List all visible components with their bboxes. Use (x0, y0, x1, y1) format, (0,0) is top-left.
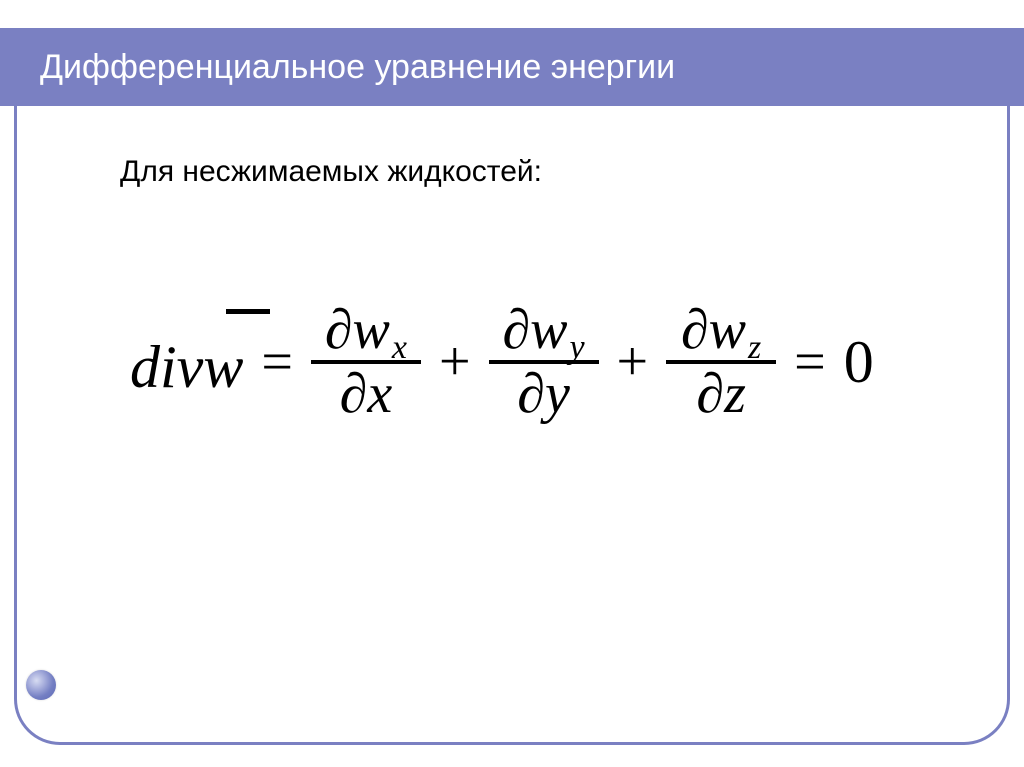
title-bar: Дифференциальное уравнение энергии (0, 28, 1024, 106)
fraction-3: ∂wz ∂z (666, 300, 776, 424)
fraction-2: ∂wy ∂y (489, 300, 599, 424)
plus-sign-2: + (613, 330, 653, 394)
equals-sign-1: = (257, 330, 297, 394)
vec-w: w (203, 334, 243, 400)
rhs-zero: 0 (844, 328, 874, 397)
vector-overbar (226, 309, 270, 314)
plus-sign-1: + (435, 330, 475, 394)
slide-title: Дифференциальное уравнение энергии (0, 48, 675, 87)
title-underline (12, 136, 1014, 138)
equation: divw = ∂wx ∂x + ∂wy ∂y + ∂wz ∂z = 0 (130, 300, 874, 424)
subtitle-text: Для несжимаемых жидкостей: (120, 155, 542, 189)
fraction-1: ∂wx ∂x (311, 300, 421, 424)
bullet-dot-icon (26, 670, 56, 700)
equation-lhs: divw (130, 323, 243, 402)
div-text: div (130, 334, 203, 400)
equals-sign-2: = (790, 330, 830, 394)
